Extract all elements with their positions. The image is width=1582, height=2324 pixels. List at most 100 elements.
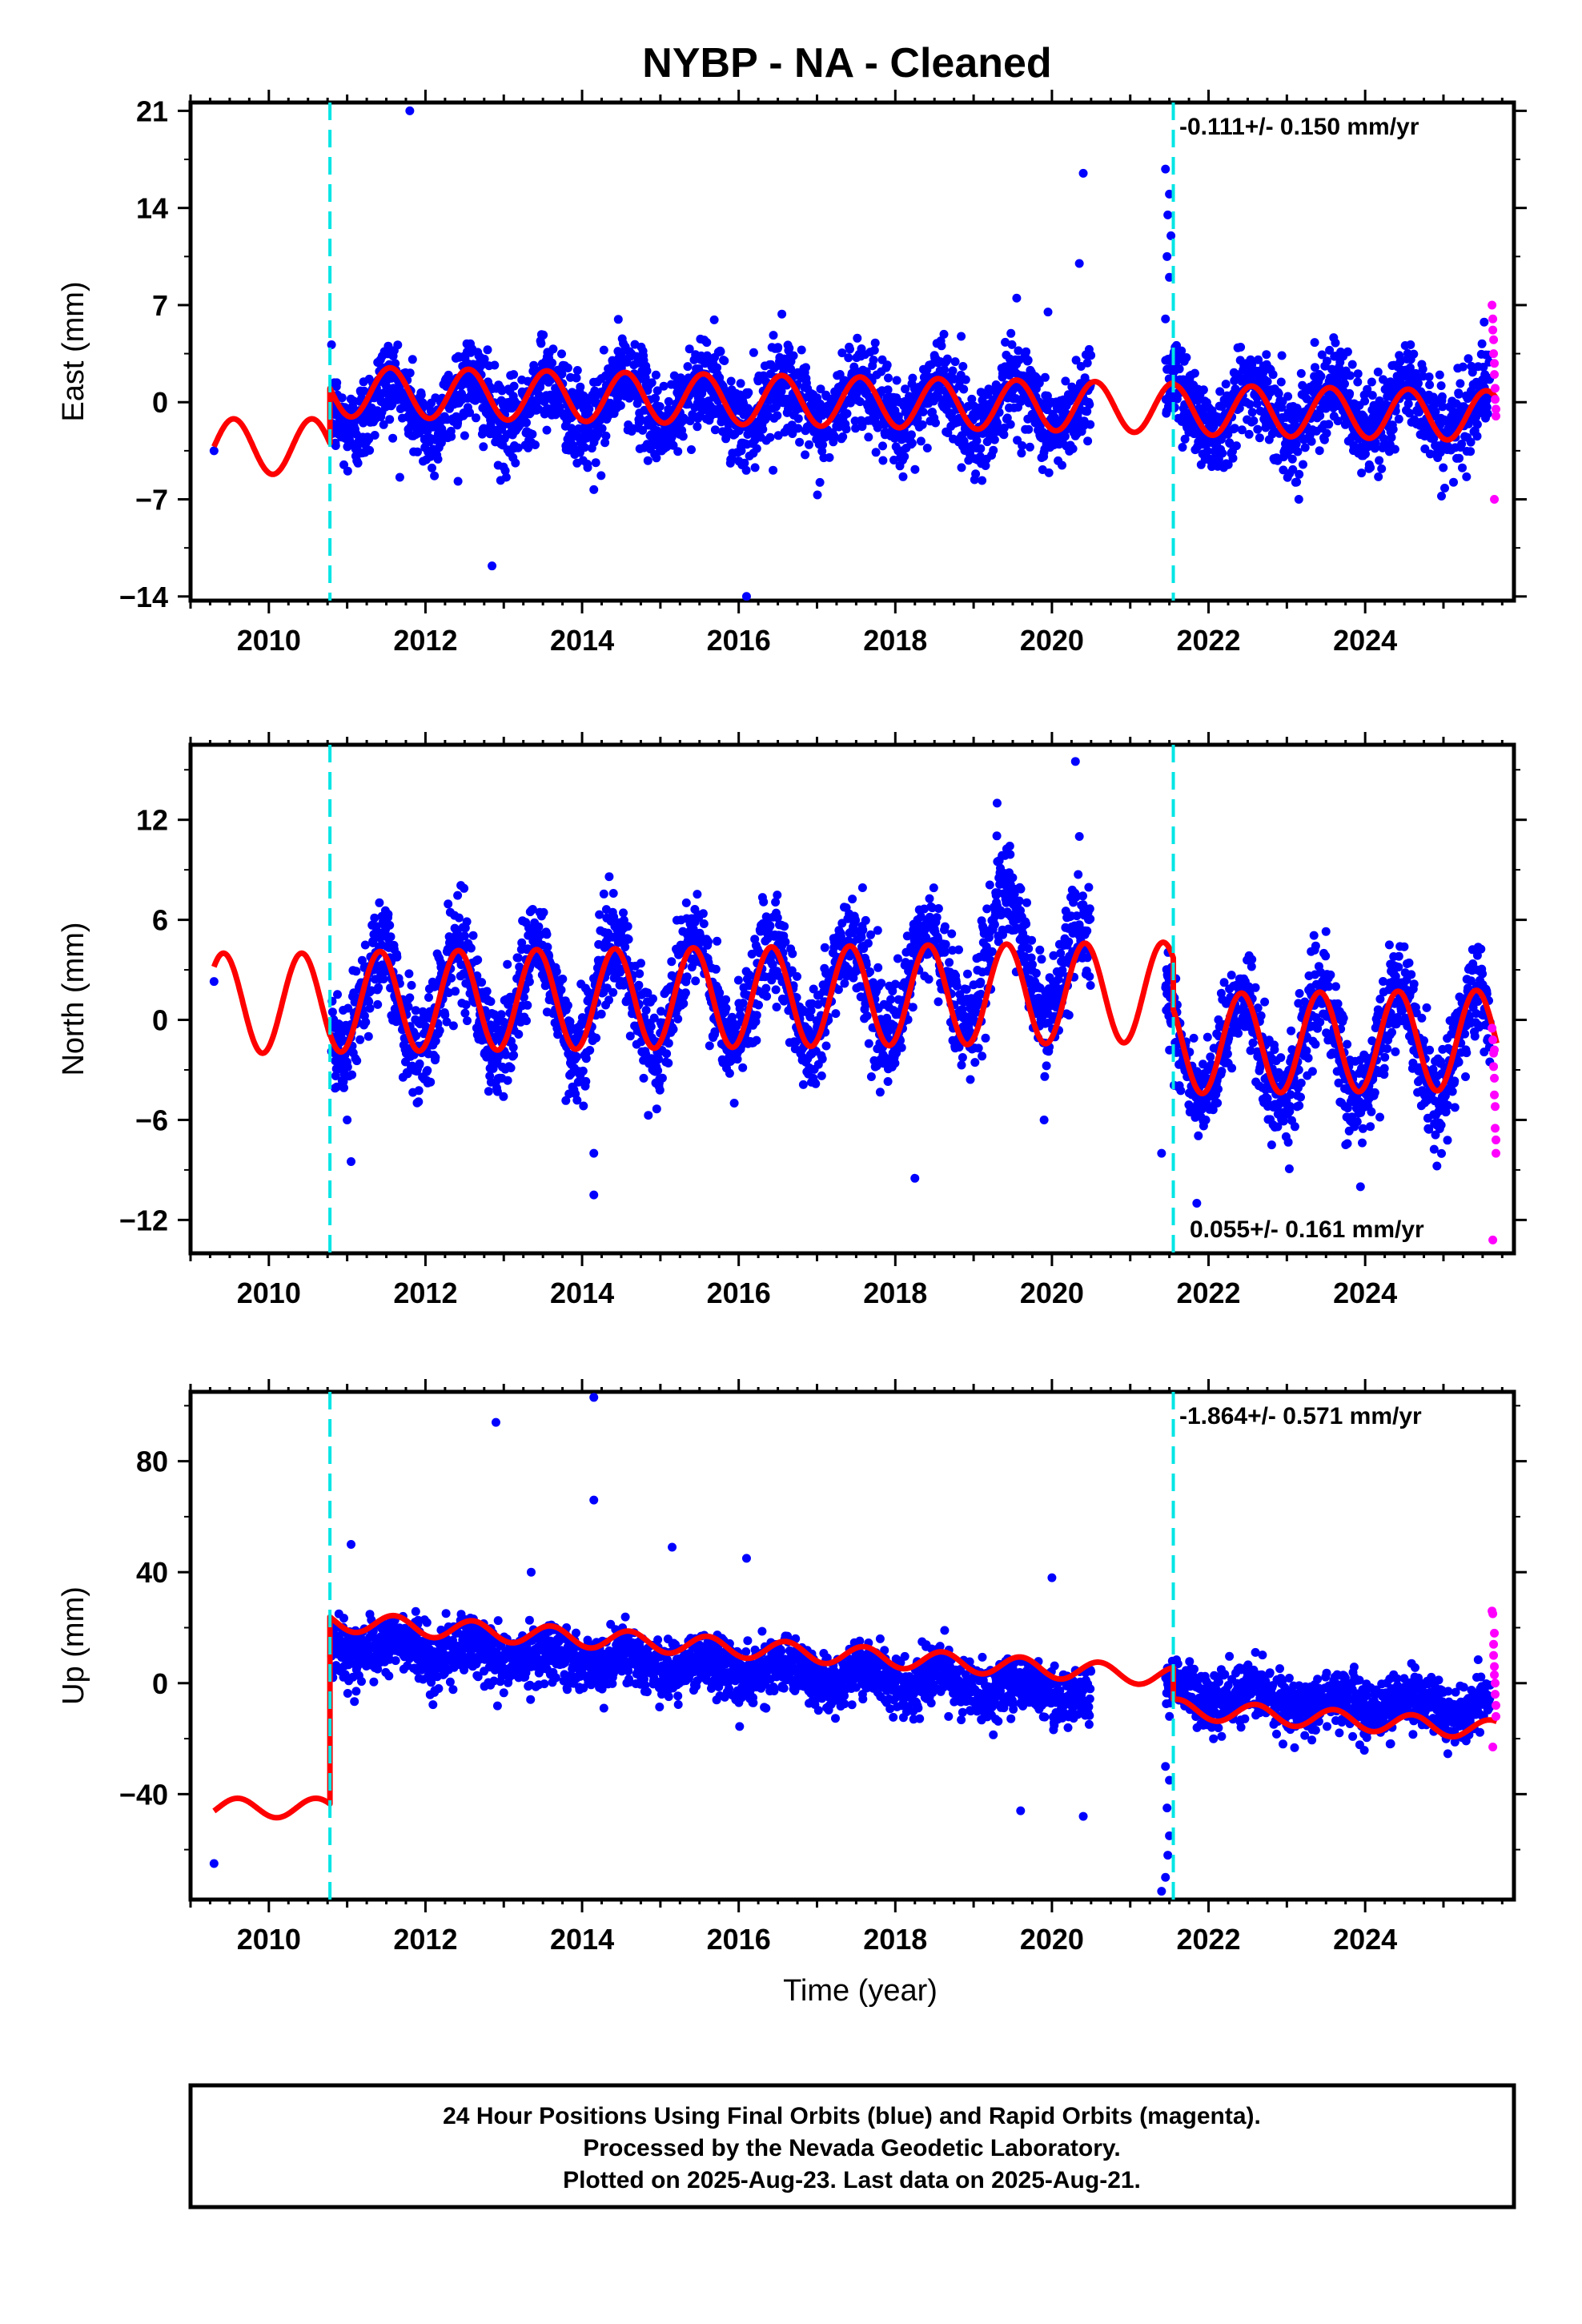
- x-tick-label: 2020: [1020, 1277, 1084, 1309]
- chart-title: NYBP - NA - Cleaned: [642, 40, 1051, 86]
- data-point: [910, 464, 920, 474]
- data-point: [761, 983, 771, 993]
- data-point: [691, 976, 701, 986]
- data-point: [791, 1037, 801, 1047]
- data-point: [716, 347, 725, 356]
- data-point: [765, 432, 775, 442]
- data-point: [710, 425, 720, 435]
- data-point: [448, 1021, 458, 1031]
- data-point: [1425, 380, 1435, 389]
- data-point: [1255, 433, 1264, 443]
- data-point: [744, 388, 753, 397]
- data-point: [529, 360, 539, 370]
- data-point: [421, 1022, 431, 1031]
- data-point: [685, 344, 694, 354]
- data-point: [851, 915, 861, 925]
- data-point: [332, 1082, 342, 1092]
- data-point: [1001, 337, 1010, 347]
- data-point: [486, 997, 496, 1007]
- data-point: [1449, 477, 1458, 487]
- data-point: [647, 378, 656, 388]
- data-point: [642, 366, 652, 376]
- data-point: [1223, 429, 1233, 439]
- data-point: [460, 431, 469, 440]
- data-point: [1023, 356, 1033, 365]
- data-point: [813, 490, 822, 500]
- data-point: [1022, 347, 1031, 356]
- data-point: [829, 432, 839, 441]
- data-point: [901, 384, 910, 394]
- data-point: [608, 987, 618, 997]
- data-point: [682, 972, 692, 982]
- data-point: [907, 438, 917, 448]
- outlier-point: [741, 592, 751, 601]
- data-point: [721, 995, 731, 1004]
- data-point: [578, 1066, 588, 1076]
- data-point: [1068, 444, 1078, 453]
- data-point: [683, 362, 693, 372]
- rapid-point: [1489, 335, 1499, 344]
- data-point: [556, 985, 566, 995]
- data-point: [1387, 432, 1396, 442]
- data-point: [625, 1031, 635, 1041]
- outlier-point: [1078, 168, 1088, 178]
- data-point: [1333, 416, 1343, 426]
- data-point: [967, 394, 977, 404]
- data-point: [684, 400, 693, 409]
- data-point: [548, 344, 558, 354]
- data-point: [599, 889, 608, 899]
- data-point: [500, 466, 510, 476]
- data-point: [1178, 375, 1188, 384]
- data-point: [1346, 371, 1355, 380]
- data-point: [733, 1055, 742, 1064]
- data-point: [752, 444, 761, 453]
- data-point: [1247, 408, 1257, 417]
- data-point: [414, 1086, 424, 1096]
- x-tick-label: 2010: [237, 1277, 301, 1309]
- data-point: [758, 424, 768, 434]
- rapid-point: [1488, 325, 1498, 335]
- data-point: [1083, 436, 1093, 446]
- panel-north: 2010 2012 2014 2016 2018 2020 2022 2024−12−6061…: [57, 732, 1527, 1309]
- data-point: [1388, 424, 1398, 434]
- data-point: [428, 463, 436, 472]
- data-point: [811, 1079, 821, 1088]
- data-point: [404, 969, 414, 979]
- data-point: [669, 440, 678, 450]
- data-point: [1457, 440, 1467, 448]
- data-point: [572, 366, 582, 375]
- data-point: [426, 1077, 436, 1087]
- x-tick-label: 2014: [550, 624, 614, 657]
- data-point: [573, 1077, 583, 1087]
- data-point: [1082, 407, 1092, 416]
- data-point: [976, 388, 986, 397]
- data-point: [1395, 356, 1405, 366]
- data-point: [959, 384, 969, 394]
- data-point: [460, 883, 469, 893]
- data-point: [705, 1041, 714, 1051]
- data-point: [468, 931, 478, 940]
- data-point: [654, 1054, 663, 1063]
- data-point: [1006, 328, 1016, 338]
- data-point: [1225, 439, 1235, 448]
- data-point: [1361, 449, 1370, 459]
- data-point: [1203, 446, 1212, 456]
- data-point: [1291, 440, 1301, 448]
- data-point: [1307, 436, 1316, 446]
- data-point: [365, 1003, 375, 1013]
- data-point: [524, 977, 534, 987]
- data-point: [693, 422, 702, 432]
- data-point: [883, 385, 893, 395]
- data-point: [1259, 368, 1268, 377]
- x-tick-label: 2024: [1333, 624, 1397, 657]
- data-point: [815, 477, 825, 487]
- data-point: [869, 356, 878, 365]
- data-point: [365, 445, 375, 455]
- y-tick-label: 14: [136, 192, 168, 225]
- data-point: [656, 1007, 666, 1016]
- data-point: [1431, 407, 1440, 416]
- data-point: [1390, 444, 1399, 454]
- data-point: [477, 978, 487, 987]
- data-point: [845, 344, 854, 354]
